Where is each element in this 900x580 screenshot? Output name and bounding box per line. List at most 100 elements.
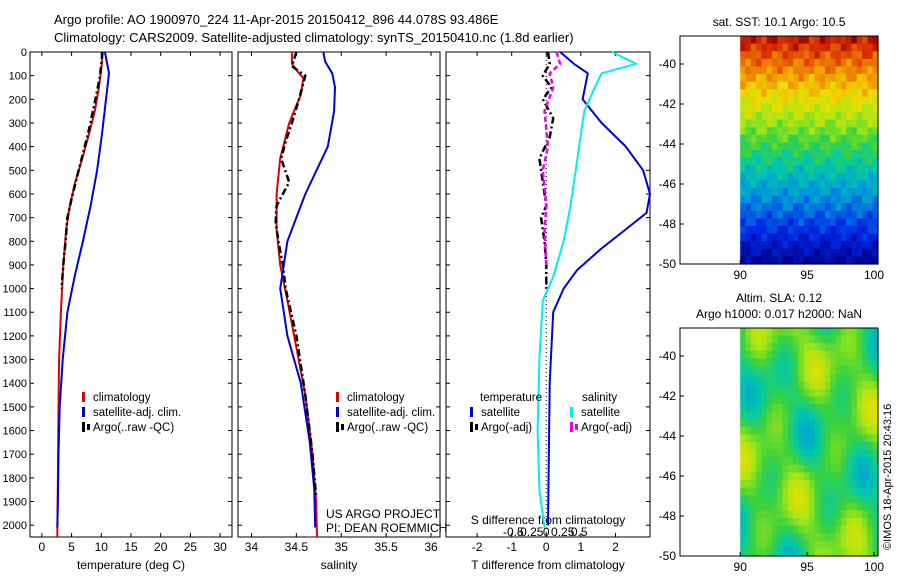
heat-cell [867,419,874,428]
heat-cell [750,396,757,405]
heat-cell [766,540,773,549]
heat-cell [777,248,784,257]
heat-cell [840,373,847,382]
heat-cell [872,96,879,105]
heat-cell [750,350,757,359]
heat-cell [814,226,821,235]
heat-cell [793,548,800,557]
heat-cell [740,226,747,235]
heat-cell [867,411,874,420]
heat-cell [851,449,858,458]
heat-cell [772,51,778,60]
x-tick-label: 34.5 [285,540,309,554]
heat-cell [782,104,789,113]
heat-cell [835,419,842,428]
heat-cell [856,358,863,367]
heat-cell [814,36,821,45]
heat-cell [872,404,879,413]
heat-cell [835,404,842,413]
heat-cell [830,540,837,549]
heat-cell [761,51,768,60]
heat-cell [872,248,879,257]
heat-cell [745,36,752,45]
heat-cell [761,81,768,90]
series-line [60,51,104,289]
heat-cell [830,112,837,121]
legend-swatch [575,424,578,430]
heat-cell [761,226,768,235]
heat-cell [819,449,826,458]
heat-cell [772,119,778,128]
heat-cell [803,335,810,344]
heat-cell [798,518,805,527]
heat-cell [793,218,800,227]
series-line [274,51,318,497]
heat-cell [862,350,868,359]
heat-cell [766,112,773,121]
heat-cell [872,366,879,375]
heat-cell [766,51,773,60]
heat-cell [856,404,863,413]
heat-cell [793,165,800,174]
heat-cell [809,480,815,489]
heat-cell [814,434,821,443]
secondary-tick-label: -0.5 [503,525,524,539]
heat-cell [840,127,847,136]
heat-cell [777,157,784,166]
heat-cell [846,51,853,60]
heat-cell [825,434,831,443]
heat-cell [835,396,842,405]
heat-cell [793,210,800,219]
heat-cell [761,335,768,344]
heat-cell [772,480,778,489]
heat-cell [756,241,762,250]
series-line [541,51,562,265]
heat-cell [830,434,837,443]
heat-cell [867,502,874,511]
heat-cell [777,58,784,67]
heat-cell [782,343,789,352]
heat-cell [862,442,868,451]
heat-cell [798,188,805,197]
x-tick-label: 100 [864,560,884,574]
heat-cell [851,457,858,466]
heat-cell [756,150,762,159]
heat-cell [856,150,863,159]
heat-cell [756,188,762,197]
heat-cell [862,112,868,121]
heat-cell [835,510,842,519]
heat-cell [761,233,768,242]
heat-cell [803,195,810,204]
heat-cell [867,203,874,212]
heat-cell [740,366,747,375]
heat-cell [814,210,821,219]
heat-cell [814,510,821,519]
heat-cell [809,96,815,105]
heat-cell [772,203,778,212]
heat-cell [772,518,778,527]
heat-cell [782,51,789,60]
heat-cell [862,150,868,159]
heat-cell [846,165,853,174]
heat-cell [825,142,831,151]
heat-cell [772,502,778,511]
heat-cell [772,89,778,98]
heat-cell [793,533,800,542]
heat-cell [793,472,800,481]
heat-cell [867,66,874,75]
heat-cell [835,480,842,489]
y-tick-label: -48 [659,509,677,523]
heat-cell [777,366,784,375]
heat-cell [830,358,837,367]
heat-cell [872,495,879,504]
heat-cell [809,150,815,159]
heat-cell [840,495,847,504]
heat-cell [856,442,863,451]
heat-cell [840,388,847,397]
heat-cell [766,180,773,189]
heat-cell [851,89,858,98]
heat-cell [766,81,773,90]
heat-cell [867,533,874,542]
heat-cell [777,134,784,143]
heat-cell [777,104,784,113]
